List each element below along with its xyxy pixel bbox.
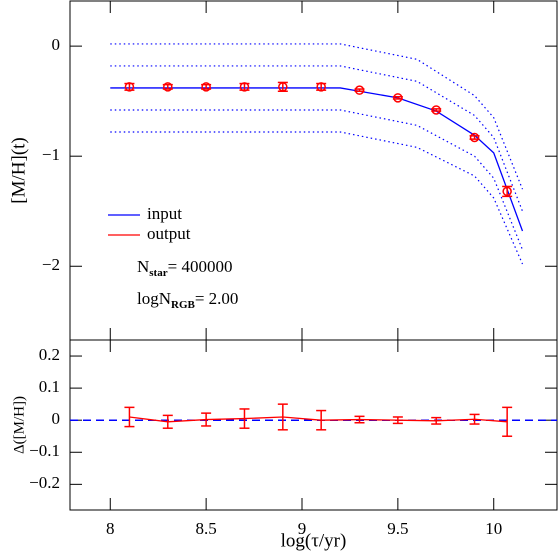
point — [354, 85, 365, 95]
point — [201, 82, 211, 92]
point — [431, 105, 441, 115]
x-axis-label: log(τ/yr) — [281, 530, 347, 551]
error-bar — [392, 416, 403, 425]
point — [124, 82, 135, 92]
error-bar — [124, 406, 135, 428]
x-tick-label: 9 — [298, 519, 307, 538]
legend-label: output — [147, 224, 191, 243]
error-bar — [431, 416, 442, 425]
y-tick-label: −0.2 — [29, 473, 60, 492]
plot-frame — [69, 339, 558, 511]
point — [316, 82, 326, 92]
annotation-sub: star — [149, 267, 167, 279]
point — [278, 82, 288, 92]
y-tick-label: −1 — [42, 145, 60, 164]
annotation: logNRGB= 2.00 — [137, 289, 238, 311]
error-bar — [239, 408, 250, 429]
y-tick-label: −2 — [42, 255, 60, 274]
error-bar — [277, 403, 288, 431]
error-bar — [502, 406, 513, 437]
point — [393, 93, 403, 103]
x-tick-label: 8 — [106, 519, 115, 538]
y-tick-label: 0.2 — [39, 345, 60, 364]
y-tick-label: 0 — [52, 409, 61, 428]
legend-label: input — [147, 204, 182, 223]
error-bar — [469, 413, 480, 425]
point — [469, 132, 480, 143]
error-bar — [201, 412, 212, 427]
y-tick-label: −0.1 — [29, 441, 60, 460]
point — [239, 82, 250, 92]
point — [502, 186, 512, 197]
dotted-line — [110, 131, 524, 265]
x-tick-label: 8.5 — [196, 519, 217, 538]
annotation: Nstar= 400000 — [137, 257, 232, 279]
y-axis-label: [M/H](t) — [8, 137, 29, 203]
error-bar — [162, 414, 173, 429]
dotted-line — [110, 43, 524, 190]
annotation-rest: = 2.00 — [195, 289, 239, 308]
x-tick-label: 10 — [485, 519, 502, 538]
line — [129, 416, 508, 423]
y-axis-label: Δ([M/H]) — [11, 396, 27, 454]
annotation-rest: = 400000 — [168, 257, 233, 276]
annotation-sub: RGB — [171, 299, 196, 311]
annotation-text: logN — [137, 289, 171, 308]
x-tick-label: 9.5 — [387, 519, 408, 538]
point — [163, 82, 173, 92]
error-bar — [354, 415, 365, 424]
y-tick-label: 0.1 — [39, 377, 60, 396]
y-tick-label: 0 — [52, 35, 61, 54]
line — [110, 87, 524, 232]
annotation-text: N — [137, 257, 149, 276]
error-bar — [316, 409, 327, 431]
